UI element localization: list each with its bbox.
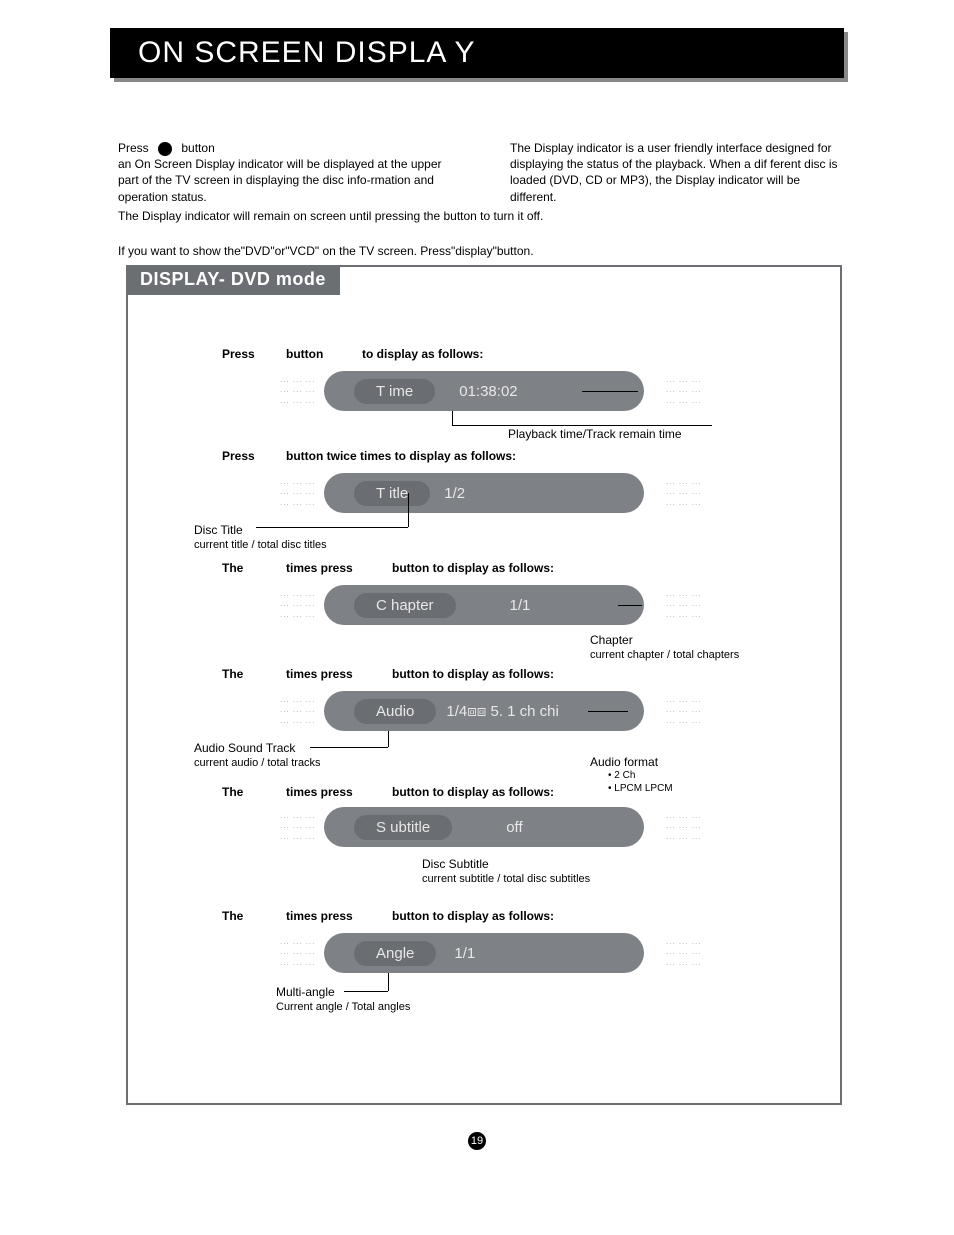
decor-dots: ... ... ...... ... ...... ... ... — [666, 375, 701, 406]
intro-right-paragraph: The Display indicator is a user friendly… — [510, 141, 838, 204]
osd-subtitle-value: off — [506, 819, 522, 836]
bullet1: 2 Ch — [614, 770, 635, 781]
row2-text: button twice times to display as follows… — [286, 449, 516, 463]
page-root: ON SCREEN DISPLA Y Press button an On Sc… — [0, 0, 954, 1235]
row6-display: button to display as follows: — [392, 909, 554, 923]
bullet2: LPCM LPCM — [614, 783, 672, 794]
row4-display: button to display as follows: — [392, 667, 554, 681]
osd-title-value: 1/2 — [444, 485, 465, 502]
intro-left-column: Press button an On Screen Display indica… — [118, 140, 448, 205]
callout-line — [588, 711, 628, 712]
callout-line — [256, 527, 408, 528]
osd-title-box: T itle 1/2 — [324, 473, 644, 513]
osd-chapter-chip: C hapter — [354, 593, 456, 618]
page-number: 19 — [471, 1135, 483, 1147]
panel-title: DISPLAY- DVD mode — [126, 265, 340, 295]
osd-angle-chip: Angle — [354, 941, 436, 966]
row6-times: times press — [286, 909, 353, 923]
row5-the: The — [222, 785, 243, 799]
row2-annot-sub: current title / total disc titles — [194, 539, 327, 551]
osd-subtitle-chip: S ubtitle — [354, 815, 452, 840]
osd-audio-chip: Audio — [354, 699, 436, 724]
intro-right-column: The Display indicator is a user friendly… — [510, 140, 840, 205]
decor-dots: ... ... ...... ... ...... ... ... — [666, 477, 701, 508]
intro-line3-text: If you want to show the"DVD"or"VCD" on t… — [118, 244, 534, 258]
callout-line — [310, 747, 388, 748]
decor-dots: ... ... ...... ... ...... ... ... — [280, 375, 315, 406]
row2-annot-title: Disc Title — [194, 523, 243, 537]
osd-time-value: 01:38:02 — [459, 383, 517, 400]
panel-title-text: DISPLAY- DVD mode — [140, 269, 326, 289]
row3-display: button to display as follows: — [392, 561, 554, 575]
row4-annot-left-s: current audio / total tracks — [194, 757, 321, 769]
row6-annot-t: Multi-angle — [276, 985, 335, 999]
callout-line — [388, 973, 389, 991]
callout-line — [618, 605, 642, 606]
row4-bullets: • 2 Ch • LPCM LPCM — [608, 769, 673, 795]
row5-display: button to display as follows: — [392, 785, 554, 799]
osd-angle-value: 1/1 — [454, 945, 475, 962]
row1-annot: Playback time/Track remain time — [508, 427, 682, 441]
decor-dots: ... ... ...... ... ...... ... ... — [280, 937, 315, 968]
osd-angle-box: Angle 1/1 — [324, 933, 644, 973]
display-panel: DISPLAY- DVD mode Press button to displa… — [126, 265, 842, 1105]
row1-press: Press — [222, 347, 255, 361]
decor-dots: ... ... ...... ... ...... ... ... — [280, 589, 315, 620]
osd-time-chip: T ime — [354, 379, 435, 404]
callout-line — [582, 391, 638, 392]
intro-left-paragraph: an On Screen Display indicator will be d… — [118, 157, 442, 203]
row6-annot-s: Current angle / Total angles — [276, 1001, 410, 1013]
row1-display: to display as follows: — [362, 347, 483, 361]
callout-line — [452, 411, 453, 425]
decor-dots: ... ... ...... ... ...... ... ... — [666, 811, 701, 842]
row5-annot-s: current subtitle / total disc subtitles — [422, 873, 590, 885]
decor-dots: ... ... ...... ... ...... ... ... — [666, 589, 701, 620]
row3-annot-title: Chapter — [590, 633, 633, 647]
decor-dots: ... ... ...... ... ...... ... ... — [666, 695, 701, 726]
page-number-badge: 19 — [468, 1132, 486, 1150]
header-title: ON SCREEN DISPLA Y — [138, 36, 476, 69]
decor-dots: ... ... ...... ... ...... ... ... — [280, 811, 315, 842]
osd-audio-value: 1/4⧈⧈ 5. 1 ch chi — [446, 703, 558, 720]
callout-line — [452, 425, 712, 426]
osd-chapter-box: C hapter 1/1 — [324, 585, 644, 625]
decor-dots: ... ... ...... ... ...... ... ... — [280, 477, 315, 508]
callout-line — [388, 731, 389, 747]
intro-press-label: Press — [118, 141, 149, 155]
osd-subtitle-box: S ubtitle off — [324, 807, 644, 847]
intro-button-label: button — [181, 141, 214, 155]
row4-annot-left-t: Audio Sound Track — [194, 741, 295, 755]
callout-line — [408, 493, 409, 527]
header-bar: ON SCREEN DISPLA Y — [110, 28, 844, 78]
display-button-icon — [158, 142, 172, 156]
row4-times: times press — [286, 667, 353, 681]
row3-times: times press — [286, 561, 353, 575]
osd-title-chip: T itle — [354, 481, 430, 506]
row3-annot-sub: current chapter / total chapters — [590, 649, 739, 661]
intro-line3: If you want to show the"DVD"or"VCD" on t… — [118, 244, 838, 258]
decor-dots: ... ... ...... ... ...... ... ... — [280, 695, 315, 726]
row2-press: Press — [222, 449, 255, 463]
callout-line — [344, 991, 388, 992]
row3-the: The — [222, 561, 243, 575]
row6-the: The — [222, 909, 243, 923]
osd-chapter-value: 1/1 — [510, 597, 531, 614]
row4-the: The — [222, 667, 243, 681]
row5-annot-t: Disc Subtitle — [422, 857, 489, 871]
row1-button: button — [286, 347, 323, 361]
intro-line2: The Display indicator will remain on scr… — [118, 208, 838, 224]
decor-dots: ... ... ...... ... ...... ... ... — [666, 937, 701, 968]
row4-annot-right-t: Audio format — [590, 755, 658, 769]
row5-times: times press — [286, 785, 353, 799]
intro-line2-text: The Display indicator will remain on scr… — [118, 209, 543, 223]
